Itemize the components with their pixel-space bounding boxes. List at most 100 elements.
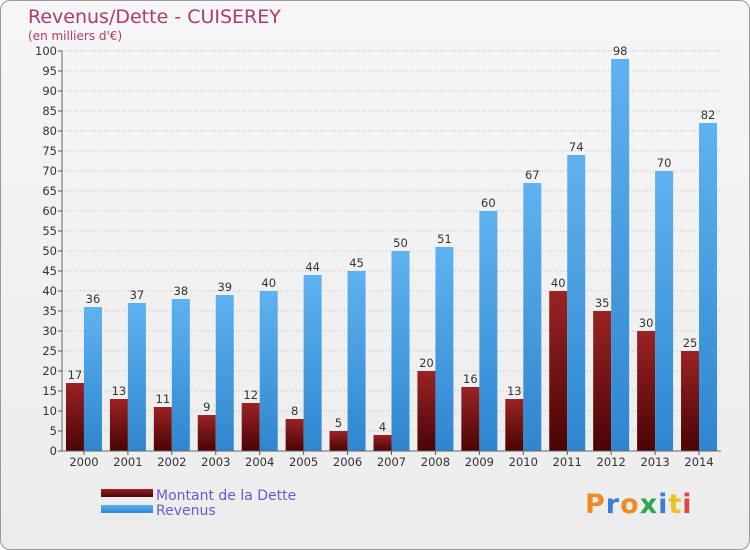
- logo-letter: r: [605, 489, 621, 520]
- x-tick-label: 2002: [157, 455, 186, 469]
- data-label: 20: [419, 356, 434, 370]
- y-tick-label: 65: [42, 184, 57, 198]
- bar-dette: [593, 311, 612, 451]
- y-tick-label: 15: [42, 384, 57, 398]
- y-tick-label: 55: [42, 224, 57, 238]
- bar-dette: [505, 399, 524, 451]
- x-tick-label: 2005: [289, 455, 318, 469]
- y-tick-label: 45: [42, 264, 57, 278]
- data-label: 39: [217, 280, 232, 294]
- data-label: 35: [595, 296, 610, 310]
- bar-dette: [373, 435, 392, 451]
- y-axis: 0 5 10 15 20 25 30 35 40 45 50 55 60 65 70 75 80 85 90 95 10…: [35, 44, 63, 458]
- bar-dette: [637, 331, 656, 451]
- data-label: 11: [156, 392, 171, 406]
- x-tick-label: 2006: [333, 455, 362, 469]
- bar-revenus: [215, 295, 234, 451]
- y-tick-label: 30: [42, 324, 57, 338]
- data-label: 13: [507, 384, 522, 398]
- data-label: 5: [335, 416, 342, 430]
- data-label: 25: [683, 336, 698, 350]
- x-tick-label: 2008: [421, 455, 450, 469]
- legend-label-revenus: Revenus: [156, 503, 216, 519]
- bar-dette: [417, 371, 436, 451]
- bar-revenus: [83, 307, 102, 451]
- chart-title: Revenus/Dette - CUISEREY: [28, 6, 281, 28]
- y-tick-label: 25: [42, 344, 57, 358]
- data-label: 67: [525, 168, 540, 182]
- y-tick-label: 70: [42, 164, 57, 178]
- logo-letter: t: [668, 489, 683, 520]
- legend-label-debt: Montant de la Dette: [156, 488, 296, 504]
- data-label: 12: [243, 388, 258, 402]
- y-tick-label: 90: [42, 84, 57, 98]
- data-label: 51: [437, 232, 452, 246]
- y-tick-label: 0: [50, 444, 57, 458]
- y-tick-label: 100: [35, 44, 57, 58]
- logo-letter: x: [639, 489, 659, 520]
- data-label: 9: [203, 400, 210, 414]
- bar-dette: [461, 387, 480, 451]
- data-label: 50: [393, 236, 408, 250]
- bar-dette: [197, 415, 216, 451]
- y-tick-label: 40: [42, 284, 57, 298]
- x-tick-label: 2014: [684, 455, 713, 469]
- logo-letter: i: [658, 489, 669, 520]
- y-tick-label: 95: [42, 64, 57, 78]
- y-tick-label: 60: [42, 204, 57, 218]
- bar-revenus: [523, 183, 542, 451]
- x-tick-label: 2013: [640, 455, 669, 469]
- x-tick-label: 2009: [465, 455, 494, 469]
- data-label: 70: [657, 156, 672, 170]
- bar-dette: [285, 419, 304, 451]
- y-tick-label: 85: [42, 104, 57, 118]
- data-label: 98: [613, 44, 628, 58]
- bar-dette: [329, 431, 348, 451]
- bar-revenus: [259, 291, 278, 451]
- y-tick-label: 10: [42, 404, 57, 418]
- data-label: 60: [481, 196, 496, 210]
- data-label: 4: [379, 420, 386, 434]
- logo-letter: P: [585, 489, 606, 520]
- data-label: 16: [463, 372, 478, 386]
- data-label: 13: [112, 384, 127, 398]
- bar-revenus: [303, 275, 322, 451]
- bar-revenus: [127, 303, 146, 451]
- y-tick-label: 35: [42, 304, 57, 318]
- x-tick-label: 2010: [509, 455, 538, 469]
- x-tick-label: 2004: [245, 455, 274, 469]
- data-label: 36: [86, 292, 101, 306]
- x-tick-label: 2007: [377, 455, 406, 469]
- x-tick-label: 2003: [201, 455, 230, 469]
- x-tick-label: 2000: [69, 455, 98, 469]
- bar-revenus: [171, 299, 190, 451]
- bar-revenus: [347, 271, 366, 451]
- data-label: 8: [291, 404, 298, 418]
- bar-revenus: [479, 211, 498, 451]
- data-label: 37: [130, 288, 145, 302]
- legend-swatch-revenus: [101, 505, 153, 513]
- x-tick-label: 2012: [597, 455, 626, 469]
- bar-revenus: [655, 171, 674, 451]
- y-tick-label: 80: [42, 124, 57, 138]
- bar-dette: [681, 351, 700, 451]
- bar-dette: [241, 403, 260, 451]
- legend: Montant de la Dette Revenus: [101, 488, 296, 519]
- data-label: 38: [174, 284, 189, 298]
- bar-dette: [65, 383, 84, 451]
- data-label: 40: [261, 276, 276, 290]
- bar-dette: [109, 399, 128, 451]
- bar-revenus: [699, 123, 718, 451]
- bars: 17 36 13 37 11 38 9 39 12 40 8 44 5 45 4 50 20 51 16 60 13 67…: [65, 44, 718, 451]
- logo-letter: o: [620, 489, 640, 520]
- data-label: 45: [349, 256, 364, 270]
- bar-dette: [549, 291, 568, 451]
- y-tick-label: 75: [42, 144, 57, 158]
- bar-revenus: [435, 247, 454, 451]
- x-axis: 2000 2001 2002 2003 2004 2005 2006 2007 2008 2009…: [62, 450, 721, 469]
- bar-dette: [153, 407, 172, 451]
- x-tick-label: 2011: [553, 455, 582, 469]
- y-tick-label: 20: [42, 364, 57, 378]
